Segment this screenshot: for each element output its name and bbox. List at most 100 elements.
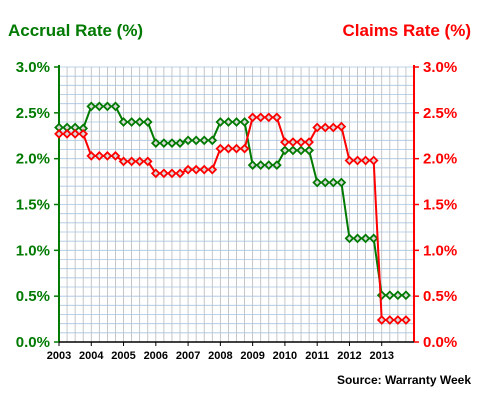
claims-point xyxy=(320,122,331,133)
accrual-point xyxy=(110,101,121,112)
x-tick-label: 2006 xyxy=(144,350,168,362)
claims-point xyxy=(384,315,395,325)
accrual-point xyxy=(231,117,242,127)
x-tick-label: 2013 xyxy=(369,350,393,362)
claims-point xyxy=(255,112,266,123)
accrual-point xyxy=(271,160,282,170)
grid-lines xyxy=(59,66,414,342)
right-y-tick-label: 1.5% xyxy=(423,197,457,214)
accrual-point xyxy=(280,145,290,156)
claims-point xyxy=(78,129,89,139)
accrual-point xyxy=(199,135,210,146)
claims-point xyxy=(167,168,177,179)
claims-point xyxy=(368,155,379,166)
axes xyxy=(54,65,419,346)
claims-point xyxy=(150,168,161,179)
right-y-tick-label: 0.5% xyxy=(423,288,457,305)
accrual-point xyxy=(102,101,113,112)
right-y-tick-label: 2.0% xyxy=(423,151,457,168)
accrual-point xyxy=(263,160,274,170)
claims-point xyxy=(102,151,113,161)
right-y-tick-labels: 0.0% 0.5% 1.0% 1.5% 2.0% 2.5% 3.0% xyxy=(423,59,457,351)
claims-point xyxy=(352,155,363,166)
claims-point xyxy=(207,164,218,175)
right-y-tick-label: 0.0% xyxy=(423,334,457,351)
right-y-tick-label: 2.5% xyxy=(423,105,457,122)
claims-point xyxy=(392,315,403,325)
claims-point xyxy=(191,164,202,175)
claims-point xyxy=(223,143,234,154)
claims-point xyxy=(110,151,121,161)
accrual-point xyxy=(150,138,161,148)
accrual-point xyxy=(288,145,298,156)
x-tick-label: 2008 xyxy=(208,350,232,362)
accrual-point xyxy=(86,101,97,112)
accrual-point xyxy=(336,177,347,188)
accrual-point xyxy=(312,177,323,188)
claims-point xyxy=(296,137,306,148)
claims-point xyxy=(376,315,387,325)
accrual-point xyxy=(247,160,258,170)
x-tick-label: 2011 xyxy=(305,350,329,362)
claims-point xyxy=(175,168,185,179)
right-y-tick-label: 1.0% xyxy=(423,242,457,259)
left-axis-title: Accrual Rate (%) xyxy=(8,21,143,40)
x-tick-label: 2012 xyxy=(337,350,361,362)
accrual-point xyxy=(344,233,355,244)
accrual-point xyxy=(126,117,137,127)
x-tick-label: 2007 xyxy=(176,350,200,362)
accrual-point xyxy=(159,138,169,148)
claims-point xyxy=(247,112,258,123)
accrual-point xyxy=(167,138,177,148)
x-tick-labels: 2003 2004 2005 2006 2007 2008 2009 2010 2011 2012… xyxy=(47,350,394,362)
accrual-point xyxy=(360,233,371,244)
claims-point xyxy=(62,129,72,139)
accrual-point xyxy=(320,177,331,188)
claims-point xyxy=(70,129,81,139)
accrual-point xyxy=(215,117,226,127)
x-tick-label: 2005 xyxy=(111,350,135,362)
claims-point xyxy=(94,151,105,161)
x-tick-label: 2010 xyxy=(273,350,297,362)
accrual-point xyxy=(175,138,185,148)
accrual-point xyxy=(384,290,395,301)
accrual-point xyxy=(255,160,266,170)
accrual-point xyxy=(118,117,129,127)
x-tick-label: 2004 xyxy=(79,350,104,362)
left-y-tick-label: 1.5% xyxy=(16,197,50,214)
accrual-point xyxy=(207,135,218,146)
accrual-point xyxy=(401,290,411,301)
x-tick-label: 2003 xyxy=(47,350,71,362)
accrual-point xyxy=(239,117,250,127)
claims-point xyxy=(271,112,282,123)
claims-point xyxy=(159,168,169,179)
accrual-point xyxy=(191,135,202,146)
left-y-tick-label: 3.0% xyxy=(16,59,50,76)
claims-point xyxy=(280,137,290,148)
claims-point xyxy=(142,156,153,167)
right-axis-title: Claims Rate (%) xyxy=(343,21,471,40)
claims-point xyxy=(288,137,298,148)
accrual-point xyxy=(296,145,306,156)
claims-point xyxy=(263,112,274,123)
claims-point xyxy=(183,164,193,175)
accrual-point xyxy=(304,145,314,156)
claims-point xyxy=(344,155,355,166)
claims-point xyxy=(126,156,137,167)
claims-point xyxy=(199,164,210,175)
accrual-point xyxy=(328,177,339,188)
left-y-tick-label: 2.5% xyxy=(16,105,50,122)
claims-point xyxy=(134,156,145,167)
claims-point xyxy=(336,121,347,132)
claims-point xyxy=(360,155,371,166)
accrual-line xyxy=(59,105,406,297)
x-tick-label: 2009 xyxy=(240,350,264,362)
left-y-tick-label: 0.0% xyxy=(16,334,50,351)
accrual-point xyxy=(223,117,234,127)
claims-point xyxy=(304,137,314,148)
source-note: Source: Warranty Week xyxy=(337,373,471,387)
accrual-point xyxy=(142,117,153,127)
accrual-point xyxy=(134,117,145,127)
left-y-tick-label: 2.0% xyxy=(16,151,50,168)
